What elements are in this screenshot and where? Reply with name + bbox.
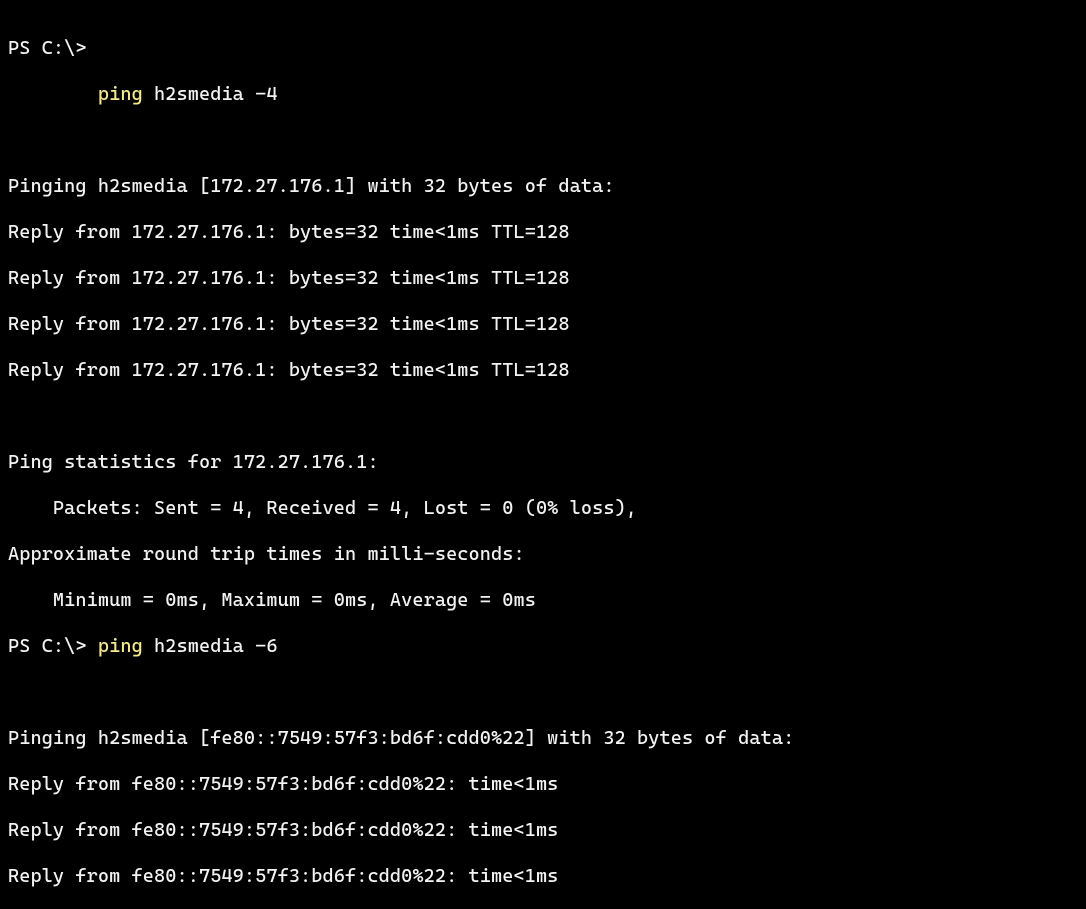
prompt-line: PS C:\> (8, 37, 1078, 60)
reply-line: Reply from 172.27.176.1: bytes=32 time<1… (8, 267, 1078, 290)
reply-line: Reply from fe80::7549:57f3:bd6f:cdd0%22:… (8, 773, 1078, 796)
reply-line: Reply from 172.27.176.1: bytes=32 time<1… (8, 359, 1078, 382)
ps-prompt: PS C:\> (8, 37, 87, 59)
reply-line: Reply from 172.27.176.1: bytes=32 time<1… (8, 313, 1078, 336)
reply-line: Reply from 172.27.176.1: bytes=32 time<1… (8, 221, 1078, 244)
stats-header: Ping statistics for 172.27.176.1: (8, 451, 1078, 474)
command-line-1: ping h2smedia -4 (8, 83, 1078, 106)
ping-args: h2smedia -6 (143, 635, 278, 657)
output-header: Pinging h2smedia [fe80::7549:57f3:bd6f:c… (8, 727, 1078, 750)
blank-line (8, 129, 1078, 152)
reply-line: Reply from fe80::7549:57f3:bd6f:cdd0%22:… (8, 865, 1078, 888)
rtt-header: Approximate round trip times in milli-se… (8, 543, 1078, 566)
cmd-indent (8, 83, 98, 105)
blank-line (8, 681, 1078, 704)
ping-keyword: ping (98, 635, 143, 657)
packets-line: Packets: Sent = 4, Received = 4, Lost = … (8, 497, 1078, 520)
output-header: Pinging h2smedia [172.27.176.1] with 32 … (8, 175, 1078, 198)
ping-args: h2smedia -4 (143, 83, 278, 105)
blank-line (8, 405, 1078, 428)
terminal-window[interactable]: PS C:\> ping h2smedia -4 Pinging h2smedi… (0, 0, 1086, 909)
command-line-2: PS C:\> ping h2smedia -6 (8, 635, 1078, 658)
ps-prompt: PS C:\> (8, 635, 87, 657)
reply-line: Reply from fe80::7549:57f3:bd6f:cdd0%22:… (8, 819, 1078, 842)
ping-keyword: ping (98, 83, 143, 105)
rtt-line: Minimum = 0ms, Maximum = 0ms, Average = … (8, 589, 1078, 612)
